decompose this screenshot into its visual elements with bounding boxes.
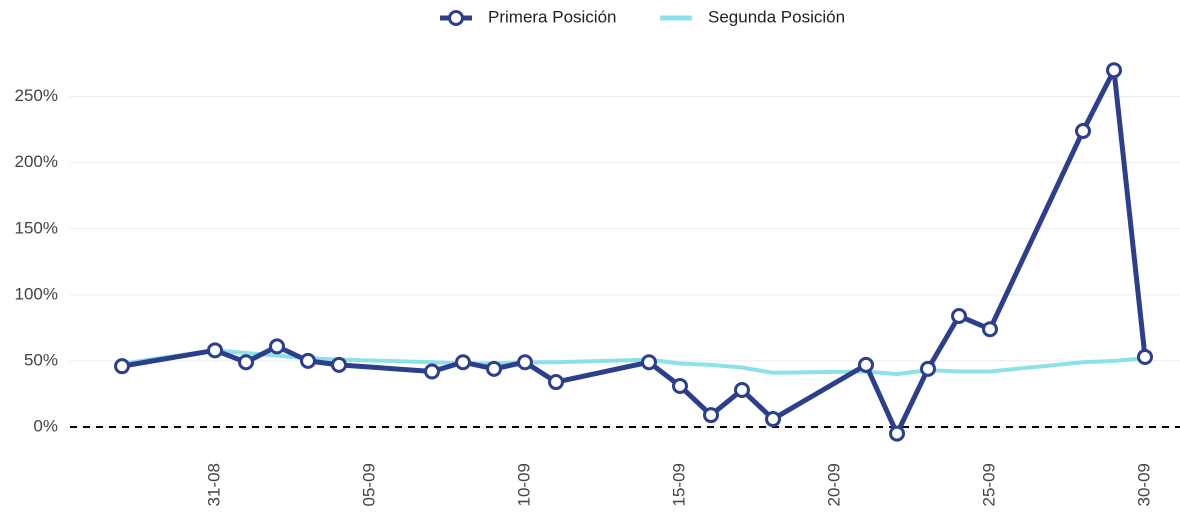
point [889,425,905,442]
point [703,407,719,424]
point [455,354,471,371]
legend-marker [448,10,464,26]
point [1137,348,1153,365]
point [672,378,688,395]
point [1075,122,1091,139]
point [951,307,967,324]
x-tick-label: 25-09 [979,463,998,506]
x-tick-label: 20-09 [824,463,843,506]
point [486,360,502,377]
y-tick-label: 250% [15,86,58,105]
x-tick-label: 10-09 [514,463,533,506]
point [765,411,781,428]
point [641,354,657,371]
legend-label: Primera Posición [488,7,617,26]
point [858,356,874,373]
x-tick-label: 15-09 [669,463,688,506]
point [920,360,936,377]
point [114,358,130,375]
series-line [121,67,1148,437]
y-tick-label: 100% [15,284,58,303]
x-tick-label: 05-09 [359,463,378,506]
legend-label: Segunda Posición [708,7,845,26]
point [1106,62,1122,79]
point [424,363,440,380]
point [331,356,347,373]
point [269,338,285,355]
point [982,321,998,338]
y-tick-label: 200% [15,152,58,171]
x-tick-label: 31-08 [204,463,223,506]
point [548,374,564,391]
y-tick-label: 50% [24,350,58,369]
y-tick-label: 0% [33,416,58,435]
point [517,354,533,371]
point [734,381,750,398]
y-tick-label: 150% [15,218,58,237]
x-tick-label: 30-09 [1134,463,1153,506]
point [300,352,316,369]
point [207,342,223,359]
point [238,354,254,371]
